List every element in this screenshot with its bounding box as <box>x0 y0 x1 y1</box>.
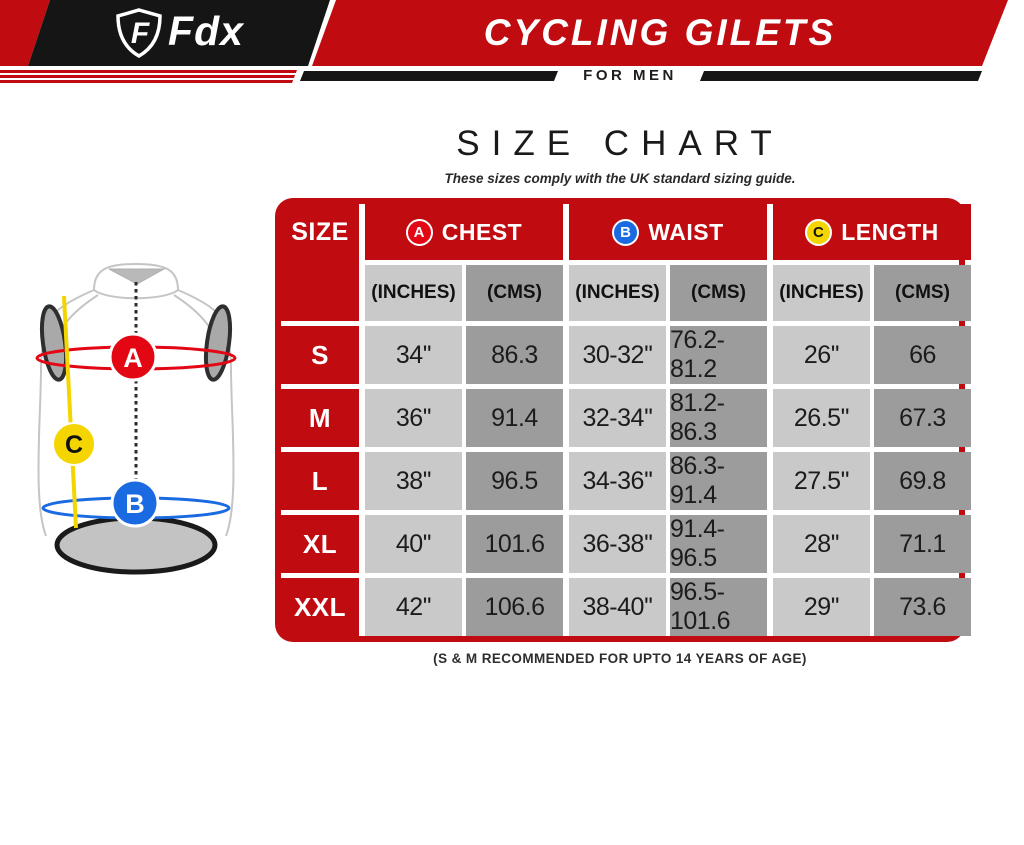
table-cell: 96.5 <box>466 452 563 510</box>
table-cell: 86.3-91.4 <box>670 452 767 510</box>
chest-marker-letter: A <box>123 343 143 373</box>
table-cell: 81.2-86.3 <box>670 389 767 447</box>
banner-title: CYCLING GILETS <box>483 12 837 53</box>
table-cell: 106.6 <box>466 578 563 636</box>
table-cell: 27.5'' <box>773 452 870 510</box>
length-unit-inches: (INCHES) <box>773 265 870 321</box>
right-armhole <box>203 304 233 382</box>
main-content: SIZE CHART These sizes comply with the U… <box>275 124 971 666</box>
table-cell: 34'' <box>365 326 462 384</box>
fdx-shield-icon: F <box>114 7 164 59</box>
waist-group: B WAIST (INCHES) (CMS) 30-32'' 76.2-81.2… <box>569 204 767 636</box>
waist-b-badge: B <box>612 218 640 246</box>
table-cell: 40'' <box>365 515 462 573</box>
shield-letter: F <box>131 17 150 50</box>
gilet-measurement-diagram: A C B <box>35 262 237 575</box>
table-cell: 71.1 <box>874 515 971 573</box>
brand-logo-block: F Fdx <box>28 0 330 66</box>
footnote: (S & M RECOMMENDED FOR UPTO 14 YEARS OF … <box>433 651 807 666</box>
table-cell: 66 <box>874 326 971 384</box>
size-label-m: M <box>281 389 359 447</box>
length-header: C LENGTH <box>773 204 971 260</box>
table-grid: SIZE S M L XL XXL A CHEST (INCHES) (CMS)… <box>281 204 971 636</box>
waist-marker: B <box>110 478 160 528</box>
banner-audience: FOR MEN <box>583 66 677 84</box>
table-cell: 30-32'' <box>569 326 666 384</box>
chest-marker: A <box>108 332 158 382</box>
page-title: SIZE CHART <box>456 124 784 163</box>
table-cell: 26'' <box>773 326 870 384</box>
table-cell: 42'' <box>365 578 462 636</box>
chest-header-label: CHEST <box>441 218 523 245</box>
waist-unit-cms: (CMS) <box>670 265 767 321</box>
length-marker-letter: C <box>65 431 83 459</box>
chest-header: A CHEST <box>365 204 563 260</box>
table-cell: 67.3 <box>874 389 971 447</box>
table-cell: 73.6 <box>874 578 971 636</box>
table-cell: 26.5'' <box>773 389 870 447</box>
table-cell: 91.4 <box>466 389 563 447</box>
table-cell: 91.4-96.5 <box>670 515 767 573</box>
table-cell: 101.6 <box>466 515 563 573</box>
length-unit-cms: (CMS) <box>874 265 971 321</box>
brand-banner: F Fdx CYCLING GILETS FOR MEN <box>0 0 1024 84</box>
table-cell: 96.5-101.6 <box>670 578 767 636</box>
length-group: C LENGTH (INCHES) (CMS) 26'' 66 26.5'' 6… <box>773 204 971 636</box>
size-label-xl: XL <box>281 515 359 573</box>
table-cell: 34-36'' <box>569 452 666 510</box>
table-cell: 38'' <box>365 452 462 510</box>
collar-opening <box>108 268 166 285</box>
table-cell: 69.8 <box>874 452 971 510</box>
table-cell: 28'' <box>773 515 870 573</box>
waist-marker-letter: B <box>125 489 145 519</box>
size-column-header: SIZE <box>281 204 359 321</box>
band-bar-right <box>700 71 982 81</box>
page-subtitle: These sizes comply with the UK standard … <box>444 171 796 186</box>
size-label-s: S <box>281 326 359 384</box>
table-cell: 36'' <box>365 389 462 447</box>
chest-a-badge: A <box>405 218 433 246</box>
table-cell: 36-38'' <box>569 515 666 573</box>
table-cell: 29'' <box>773 578 870 636</box>
table-cell: 86.3 <box>466 326 563 384</box>
length-c-badge: C <box>805 218 833 246</box>
logo-text: Fdx <box>168 7 244 54</box>
table-cell: 76.2-81.2 <box>670 326 767 384</box>
size-label-l: L <box>281 452 359 510</box>
table-cell: 38-40'' <box>569 578 666 636</box>
waist-header-label: WAIST <box>648 218 724 245</box>
length-header-label: LENGTH <box>841 218 939 245</box>
table-cell: 32-34'' <box>569 389 666 447</box>
chest-unit-cms: (CMS) <box>466 265 563 321</box>
chest-group: A CHEST (INCHES) (CMS) 34'' 86.3 36'' 91… <box>365 204 563 636</box>
band-bar-left <box>300 71 558 81</box>
waist-unit-inches: (INCHES) <box>569 265 666 321</box>
size-label-xxl: XXL <box>281 578 359 636</box>
size-chart-table: SIZE S M L XL XXL A CHEST (INCHES) (CMS)… <box>275 198 971 642</box>
waist-header: B WAIST <box>569 204 767 260</box>
banner-title-block: CYCLING GILETS <box>312 0 1008 66</box>
stripe-accent <box>0 70 297 83</box>
length-measure-line <box>62 295 78 529</box>
length-marker: C <box>52 422 96 466</box>
size-column: SIZE S M L XL XXL <box>281 204 359 636</box>
chest-unit-inches: (INCHES) <box>365 265 462 321</box>
